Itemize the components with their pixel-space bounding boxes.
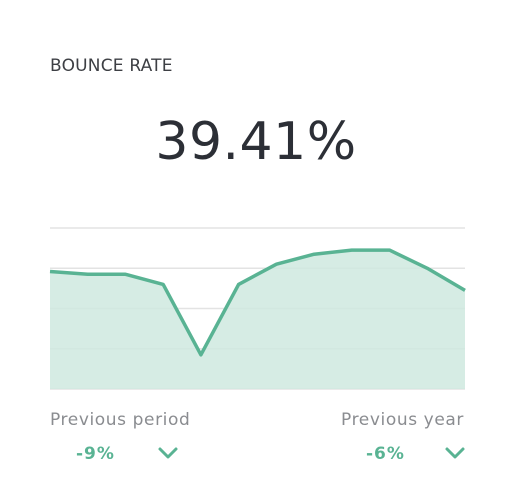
previous-year-change: -6% [366, 444, 405, 464]
bounce-rate-value: 39.41% [155, 112, 357, 172]
chevron-down-icon[interactable] [157, 444, 179, 462]
card-title: BOUNCE RATE [50, 56, 173, 76]
series-area [50, 250, 465, 389]
chevron-down-icon[interactable] [444, 444, 466, 462]
previous-period-label: Previous period [50, 410, 191, 430]
previous-year-label: Previous year [341, 410, 464, 430]
previous-period-change: -9% [76, 444, 115, 464]
series-line [49, 248, 466, 357]
